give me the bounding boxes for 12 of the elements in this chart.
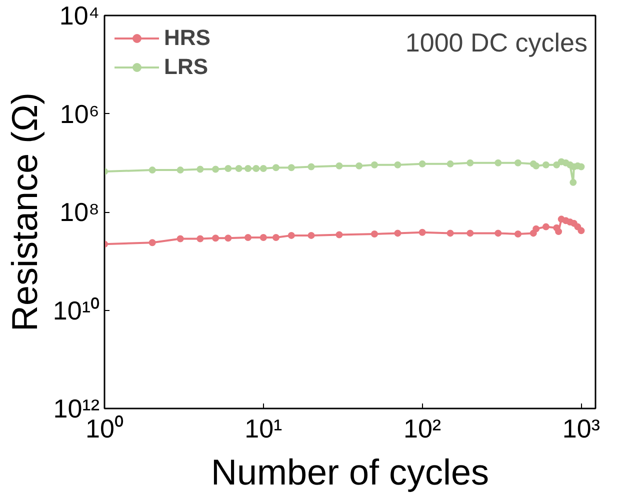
legend-label: HRS — [164, 25, 210, 51]
y-tick-label: 10⁸ — [60, 197, 100, 227]
y-tick-label: 10⁴ — [59, 0, 100, 30]
y-tick-label: 10⁶ — [60, 98, 100, 129]
y-axis-title: Resistance (Ω) — [4, 92, 45, 332]
annotation: 1000 DC cycles — [405, 28, 588, 58]
legend-label: LRS — [164, 54, 208, 80]
x-tick-label: 10² — [404, 414, 442, 444]
x-tick-label: 10¹ — [244, 414, 283, 444]
x-axis-title: Number of cycles — [210, 452, 490, 492]
y-tick-label: 10¹⁰ — [52, 295, 100, 326]
x-tick-label: 10³ — [562, 414, 600, 444]
